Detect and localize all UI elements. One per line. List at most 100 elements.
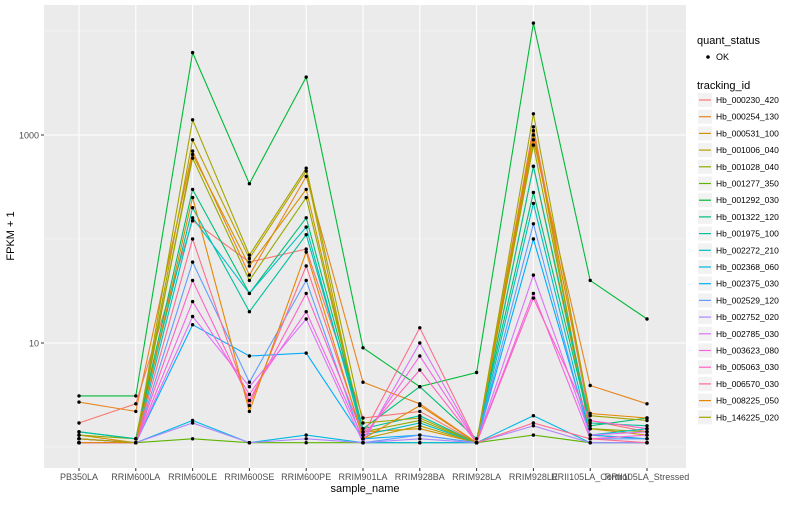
data-point: [418, 433, 422, 437]
data-point: [190, 195, 195, 200]
data-point: [531, 133, 536, 137]
data-point: [361, 441, 365, 445]
data-point: [190, 260, 195, 264]
data-point: [361, 427, 365, 431]
data-point: [304, 250, 308, 254]
data-point: [474, 370, 479, 375]
data-point: [247, 253, 252, 257]
legend-item-label: Hb_146225_020: [716, 412, 779, 422]
data-point: [247, 441, 252, 445]
x-tick-label: RRIM600PE: [281, 472, 331, 482]
data-point: [588, 424, 592, 428]
data-point: [134, 402, 138, 406]
data-point: [304, 187, 308, 192]
data-point: [531, 164, 536, 168]
data-point: [361, 346, 365, 350]
data-point: [418, 403, 422, 408]
data-point: [247, 354, 252, 358]
data-point: [304, 225, 308, 229]
data-point: [418, 427, 422, 431]
data-point: [304, 433, 308, 437]
legend-item-label: Hb_008225_050: [716, 396, 779, 406]
data-point: [77, 441, 81, 445]
legend-item-label: Hb_002368_060: [716, 262, 779, 272]
x-tick-label: RRIM600LA: [111, 472, 160, 482]
data-point: [418, 421, 422, 425]
legend-quant-label: OK: [716, 52, 729, 62]
data-point: [418, 326, 422, 330]
data-point: [588, 383, 592, 388]
data-point: [531, 273, 536, 277]
data-point: [247, 291, 252, 296]
data-point: [531, 138, 536, 142]
data-point: [247, 260, 252, 264]
data-point: [645, 433, 649, 437]
data-point: [361, 421, 365, 425]
legend-item-label: Hb_001975_100: [716, 229, 779, 239]
legend-item-label: Hb_002375_030: [716, 279, 779, 289]
data-point: [190, 156, 195, 160]
legend-item-label: Hb_000531_100: [716, 128, 779, 138]
data-point: [645, 430, 649, 434]
data-point: [588, 418, 592, 423]
data-point: [588, 421, 592, 425]
data-point: [645, 427, 649, 431]
data-point: [190, 149, 195, 153]
x-axis-label: sample_name: [330, 483, 399, 495]
x-tick-label: RRIM928LE: [509, 472, 558, 482]
data-point: [531, 129, 536, 133]
data-point: [190, 138, 195, 142]
data-point: [247, 264, 252, 268]
data-point: [645, 437, 649, 441]
data-point: [361, 430, 365, 434]
data-point: [531, 201, 536, 206]
data-point: [418, 368, 422, 372]
data-point: [474, 441, 479, 445]
data-point: [531, 190, 536, 195]
data-point: [588, 441, 592, 445]
data-point: [247, 273, 252, 277]
data-point: [190, 152, 195, 157]
y-tick-label: 10: [29, 339, 39, 349]
data-point: [531, 296, 536, 300]
data-point: [247, 380, 252, 384]
data-point: [134, 394, 138, 398]
data-point: [134, 409, 138, 414]
data-point: [190, 418, 195, 423]
data-point: [361, 437, 365, 441]
x-tick-label: RRIM928BA: [395, 472, 445, 482]
data-point: [645, 441, 649, 445]
data-point: [304, 310, 308, 314]
data-point: [190, 278, 195, 283]
data-point: [418, 416, 422, 420]
legend-tracking-title: tracking_id: [697, 80, 750, 92]
data-point: [77, 394, 81, 398]
data-point: [247, 310, 252, 314]
data-point: [588, 278, 592, 283]
x-tick-label: RRIM600SE: [224, 472, 274, 482]
data-point: [531, 112, 536, 116]
legend-item-label: Hb_000254_130: [716, 112, 779, 122]
data-point: [247, 385, 252, 389]
x-tick-label: PB350LA: [60, 472, 98, 482]
data-point: [418, 437, 422, 441]
data-point: [474, 437, 479, 441]
data-point: [418, 354, 422, 358]
data-point: [531, 414, 536, 418]
data-point: [304, 291, 308, 296]
data-point: [418, 418, 422, 423]
data-point: [531, 421, 536, 425]
data-point: [304, 166, 308, 170]
legend-item-label: Hb_002752_020: [716, 312, 779, 322]
data-point: [361, 380, 365, 384]
data-point: [645, 418, 649, 423]
x-tick-label: RRIM928LA: [452, 472, 501, 482]
data-points: [77, 21, 649, 445]
data-point: [304, 264, 308, 268]
data-point: [190, 237, 195, 241]
data-point: [531, 424, 536, 428]
data-point: [418, 441, 422, 445]
data-point: [190, 314, 195, 319]
